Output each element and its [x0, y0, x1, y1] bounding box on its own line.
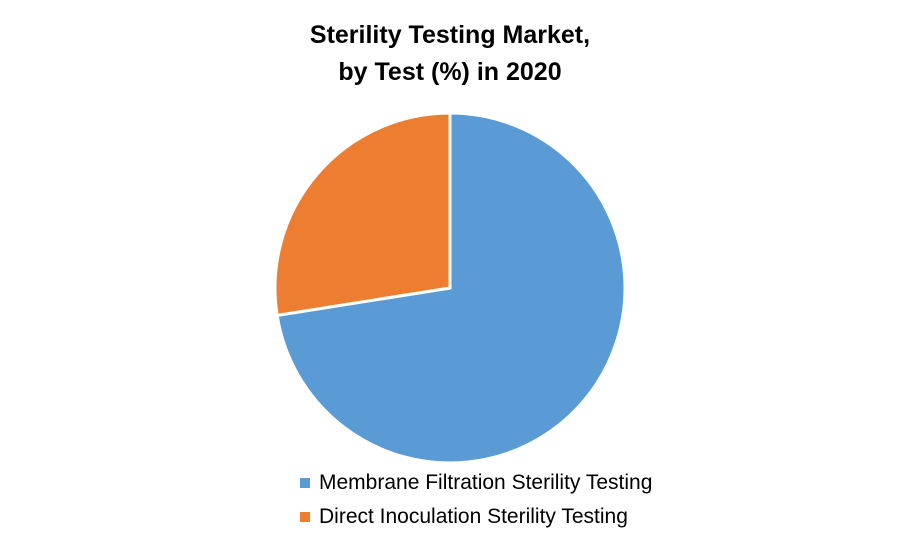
legend-swatch-membrane-filtration [300, 478, 310, 488]
legend-item-membrane-filtration: Membrane Filtration Sterility Testing [300, 466, 652, 500]
legend: Membrane Filtration Sterility Testing Di… [300, 466, 652, 534]
pie-slice-direct-inoculation [273, 111, 452, 317]
legend-label-membrane-filtration: Membrane Filtration Sterility Testing [319, 471, 653, 494]
chart-title-line-2: by Test (%) in 2020 [338, 58, 562, 86]
legend-label-direct-inoculation: Direct Inoculation Sterility Testing [319, 505, 628, 528]
chart-title-line-1: Sterility Testing Market, [309, 21, 591, 49]
legend-item-direct-inoculation: Direct Inoculation Sterility Testing [300, 500, 652, 534]
legend-swatch-direct-inoculation [300, 512, 310, 522]
